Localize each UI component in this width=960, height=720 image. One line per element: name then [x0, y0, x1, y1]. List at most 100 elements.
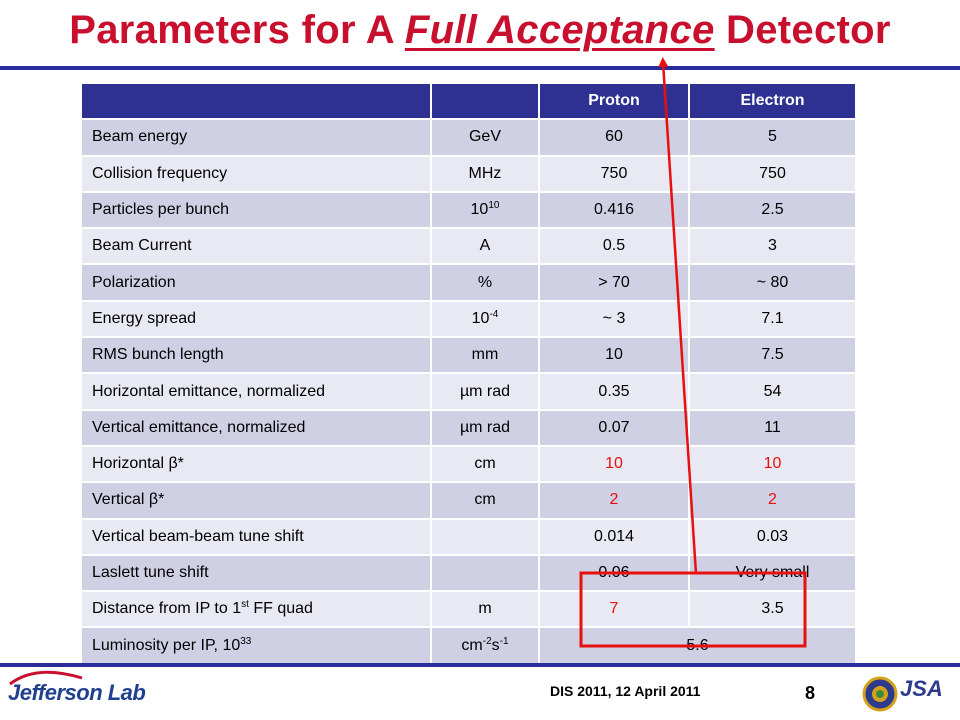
- title-emphasis: Full Acceptance: [404, 8, 715, 52]
- table-row: Vertical β* cm 2 2: [80, 482, 857, 520]
- param-name: Horizontal β*: [80, 445, 432, 484]
- table-row: Collision frequency MHz 750 750: [80, 155, 857, 193]
- highlight-box: [579, 571, 807, 648]
- param-name: Collision frequency: [80, 155, 432, 193]
- parameters-table: Proton Electron Beam energy GeV 60 5 Col…: [80, 84, 857, 665]
- param-name: Beam Current: [80, 228, 432, 266]
- table-row: Vertical beam-beam tune shift 0.014 0.03: [80, 518, 857, 556]
- table-header-row: Proton Electron: [80, 84, 857, 121]
- param-name: Beam energy: [80, 119, 432, 157]
- proton-value: ~ 3: [538, 300, 690, 339]
- title-prefix: Parameters for A: [69, 8, 405, 52]
- param-unit: A: [430, 228, 540, 266]
- table-row: RMS bunch length mm 10 7.5: [80, 337, 857, 375]
- electron-value: 3: [688, 228, 857, 266]
- proton-value: 0.014: [538, 518, 690, 556]
- bottom-divider: [0, 663, 960, 667]
- jefferson-lab-logo-icon: Jefferson Lab: [8, 670, 146, 706]
- unit-exponent: 10: [488, 200, 500, 212]
- param-unit: cm: [430, 445, 540, 484]
- unit-base: 10: [470, 201, 489, 219]
- param-name: Polarization: [80, 264, 432, 302]
- conference-date: DIS 2011, 12 April 2011: [550, 683, 701, 699]
- table-row: Vertical emittance, normalized µm rad 0.…: [80, 409, 857, 447]
- proton-value: 7: [538, 591, 690, 629]
- param-name: RMS bunch length: [80, 337, 432, 375]
- param-name: Particles per bunch: [80, 191, 432, 230]
- param-unit: cm: [430, 482, 540, 520]
- page-title: Parameters for A Full Acceptance Detecto…: [0, 8, 960, 53]
- name-text: Distance from IP to 1: [92, 600, 242, 618]
- electron-value: 10: [688, 445, 857, 484]
- param-name: Laslett tune shift: [80, 554, 432, 593]
- table-row: Polarization % > 70 ~ 80: [80, 264, 857, 302]
- proton-value: 0.07: [538, 409, 690, 447]
- title-suffix: Detector: [714, 8, 891, 52]
- table-row: Horizontal emittance, normalized µm rad …: [80, 373, 857, 411]
- table-row: Particles per bunch 1010 0.416 2.5: [80, 191, 857, 230]
- proton-value: 0.35: [538, 373, 690, 411]
- doe-seal-icon: [862, 676, 898, 712]
- param-unit: m: [430, 591, 540, 629]
- electron-value: 2: [688, 482, 857, 520]
- electron-value: ~ 80: [688, 264, 857, 302]
- name-superscript: 33: [240, 635, 252, 647]
- name-text: Luminosity per IP, 10: [92, 636, 241, 654]
- proton-value: 0.416: [538, 191, 690, 230]
- proton-value: 0.5: [538, 228, 690, 266]
- table-row: Beam Current A 0.5 3: [80, 228, 857, 266]
- table-row: Horizontal β* cm 10 10: [80, 445, 857, 484]
- electron-value: 7.1: [688, 300, 857, 339]
- electron-value: 3.5: [688, 591, 857, 629]
- unit-exponent: -4: [489, 308, 499, 320]
- unit-b-exponent: -1: [499, 635, 509, 647]
- param-name: Luminosity per IP, 1033: [80, 627, 432, 665]
- param-unit: [430, 554, 540, 593]
- unit-a: cm: [461, 636, 483, 654]
- param-unit: GeV: [430, 119, 540, 157]
- param-unit: mm: [430, 337, 540, 375]
- param-unit: µm rad: [430, 373, 540, 411]
- param-unit: µm rad: [430, 409, 540, 447]
- electron-value: 0.03: [688, 518, 857, 556]
- jsa-logo-icon: JSA: [900, 676, 943, 701]
- electron-value: 54: [688, 373, 857, 411]
- header-name: [80, 84, 432, 121]
- name-text-end: FF quad: [248, 600, 313, 618]
- name-superscript: st: [241, 599, 249, 611]
- param-unit: %: [430, 264, 540, 302]
- header-electron: Electron: [688, 84, 857, 121]
- unit-b: s: [491, 636, 500, 654]
- param-name: Horizontal emittance, normalized: [80, 373, 432, 411]
- proton-value: 750: [538, 155, 690, 193]
- electron-value: 750: [688, 155, 857, 193]
- electron-value: 2.5: [688, 191, 857, 230]
- param-unit: 10-4: [430, 300, 540, 339]
- electron-value: 11: [688, 409, 857, 447]
- electron-value: 5: [688, 119, 857, 157]
- param-name: Vertical beam-beam tune shift: [80, 518, 432, 556]
- top-divider: [0, 66, 960, 70]
- table-row: Beam energy GeV 60 5: [80, 119, 857, 157]
- electron-value: 7.5: [688, 337, 857, 375]
- proton-value: 10: [538, 445, 690, 484]
- page-number: 8: [805, 683, 816, 703]
- proton-value: 10: [538, 337, 690, 375]
- proton-value: 2: [538, 482, 690, 520]
- unit-base: 10: [471, 309, 490, 327]
- proton-value: > 70: [538, 264, 690, 302]
- proton-value: 60: [538, 119, 690, 157]
- annotation-arrow: [658, 57, 698, 575]
- logo-swoosh-icon: [9, 670, 83, 686]
- param-unit: 1010: [430, 191, 540, 230]
- unit-a-exponent: -2: [482, 635, 492, 647]
- param-unit: cm-2s-1: [430, 627, 540, 665]
- param-unit: MHz: [430, 155, 540, 193]
- param-name: Energy spread: [80, 300, 432, 339]
- param-name: Distance from IP to 1st FF quad: [80, 591, 432, 629]
- header-unit: [430, 84, 540, 121]
- param-name: Vertical β*: [80, 482, 432, 520]
- param-unit: [430, 518, 540, 556]
- param-name: Vertical emittance, normalized: [80, 409, 432, 447]
